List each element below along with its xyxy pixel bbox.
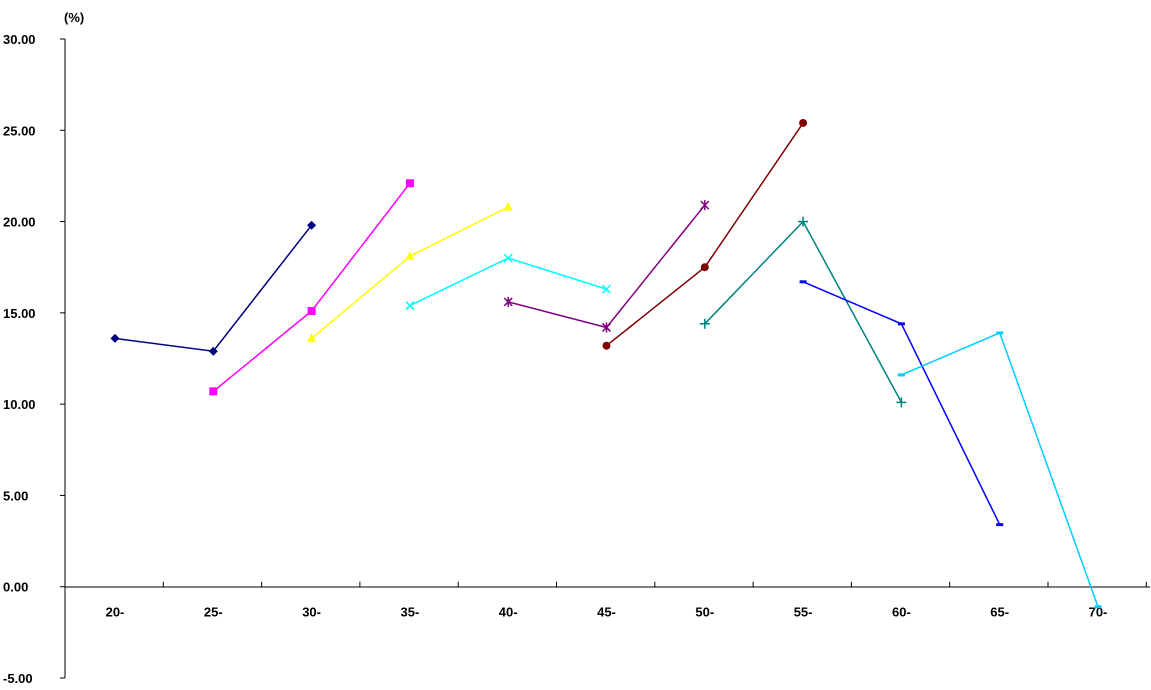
series-7 [699, 216, 907, 408]
y-tick-label: 0.00 [3, 580, 28, 595]
y-axis: 30.00 25.00 20.00 15.00 10.00 5.00 0.00 -5.00 [3, 32, 65, 686]
series-6 [602, 118, 808, 350]
data-point [503, 253, 513, 263]
series-line [114, 224, 313, 352]
data-point [503, 201, 513, 211]
data-point [700, 263, 709, 272]
data-point [307, 220, 317, 230]
x-tick-label: 25- [204, 605, 223, 620]
data-point [699, 318, 710, 329]
y-tick-label: 20.00 [3, 215, 36, 230]
x-tick-label: 55- [794, 605, 813, 620]
series-5 [503, 200, 710, 333]
x-tick-label: 45- [597, 605, 616, 620]
x-tick-label: 70- [1089, 605, 1108, 620]
data-point [996, 331, 1004, 335]
x-tick-label: 20- [106, 605, 125, 620]
x-tick-label: 35- [401, 605, 420, 620]
x-tick-label: 50- [695, 605, 714, 620]
series-3 [307, 201, 513, 342]
series-line [212, 182, 411, 392]
series-line [508, 204, 706, 329]
series-8 [799, 280, 1004, 527]
series-2 [209, 179, 414, 396]
x-tick-label: 30- [302, 605, 321, 620]
data-point [405, 179, 414, 188]
data-point [798, 216, 809, 227]
data-point [897, 373, 905, 377]
data-point [503, 296, 513, 307]
y-tick-label: -5.00 [3, 671, 33, 686]
data-point [897, 322, 905, 326]
data-point [307, 333, 317, 342]
data-point [209, 387, 218, 396]
y-unit-label: (%) [64, 10, 84, 25]
y-tick-label: 15.00 [3, 306, 36, 321]
x-tick-label: 65- [990, 605, 1009, 620]
series-line [606, 122, 804, 347]
series-1 [110, 220, 317, 356]
x-tick-label: 40- [499, 605, 518, 620]
data-point [799, 118, 808, 127]
data-point [110, 333, 120, 343]
y-tick-label: 10.00 [3, 397, 36, 412]
y-tick-label: 30.00 [3, 32, 36, 47]
series-4 [405, 253, 612, 311]
data-point [405, 251, 415, 260]
data-point [996, 523, 1004, 527]
x-axis: 20- 25- 30- 35- 40- 45- 50- 55- 60- 65- 70- [64, 581, 1147, 620]
y-tick-label: 5.00 [3, 488, 28, 503]
data-point [602, 341, 611, 350]
data-point [601, 322, 612, 333]
x-tick-label: 60- [892, 605, 911, 620]
data-point [896, 397, 907, 408]
data-point [307, 307, 316, 316]
data-point [208, 346, 218, 356]
series-line [901, 331, 1099, 608]
data-point [700, 200, 710, 211]
series-layer [110, 118, 1102, 609]
data-point [799, 280, 807, 284]
data-point [601, 284, 612, 294]
data-point [1094, 605, 1102, 609]
series-9 [897, 331, 1102, 609]
data-point [405, 301, 415, 311]
y-tick-label: 25.00 [3, 123, 36, 138]
